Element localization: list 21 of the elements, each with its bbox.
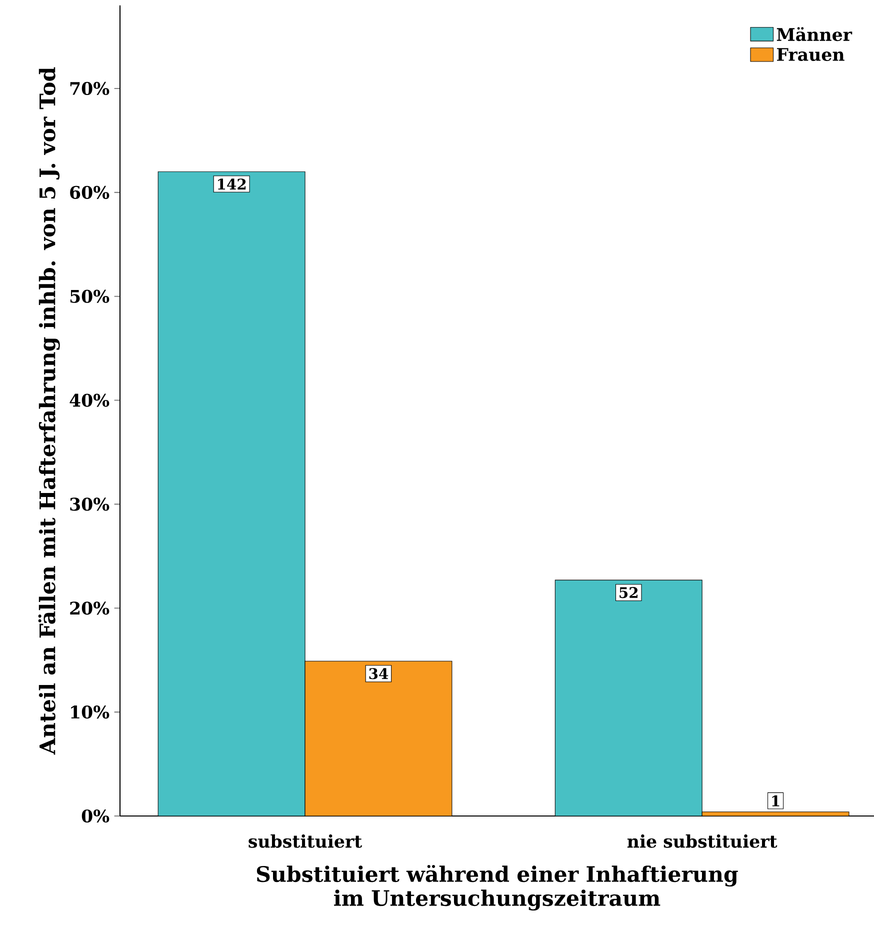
annotation: 52 xyxy=(620,587,638,598)
legend-label: Männer xyxy=(776,27,852,42)
y-tick-label: 20% xyxy=(70,602,110,615)
y-tick-label: 40% xyxy=(70,394,110,407)
y-tick-label: 70% xyxy=(70,82,110,96)
y-tick-label: 0% xyxy=(82,809,110,823)
legend-label: Frauen xyxy=(777,48,844,62)
y-tick-label: 60% xyxy=(70,186,110,199)
y-tick-label: 50% xyxy=(70,290,110,303)
y-tick-label: 30% xyxy=(70,498,110,511)
bar xyxy=(304,660,452,816)
bar xyxy=(554,580,702,816)
x-tick-label: substituiert xyxy=(248,834,362,848)
x-axis-title: Substituiert während einer Inhaftierung im Untersuchungszeitraum xyxy=(256,864,738,911)
y-tick-label: 10% xyxy=(71,706,110,719)
y-axis-title: Anteil an Fällen mit Hafterfahrung inhlb. von 5 J. vor Tod xyxy=(38,67,60,755)
annotation: 1 xyxy=(772,795,780,806)
annotation: 142 xyxy=(218,178,246,190)
annotation: 34 xyxy=(369,668,388,680)
bar xyxy=(158,171,306,816)
x-tick-label: nie substituiert xyxy=(627,834,778,848)
